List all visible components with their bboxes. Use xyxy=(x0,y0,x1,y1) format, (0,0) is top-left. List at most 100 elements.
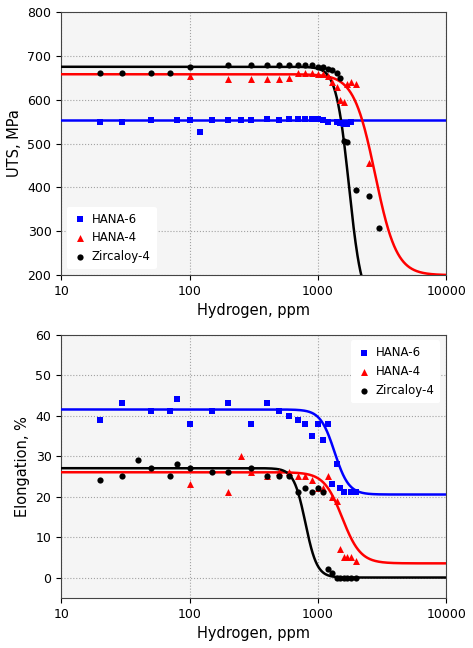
HANA-6 xyxy=(208,115,216,126)
HANA-6 xyxy=(319,115,327,126)
Zircaloy-4 xyxy=(353,185,360,195)
Y-axis label: Elongation, %: Elongation, % xyxy=(15,416,30,516)
HANA-4 xyxy=(314,69,322,80)
HANA-4 xyxy=(365,158,373,168)
HANA-4 xyxy=(263,73,271,84)
Zircaloy-4 xyxy=(186,62,193,72)
Zircaloy-4 xyxy=(343,137,351,148)
Zircaloy-4 xyxy=(166,471,174,481)
HANA-6 xyxy=(186,419,193,429)
HANA-4 xyxy=(343,79,351,89)
HANA-6 xyxy=(147,115,155,126)
HANA-4 xyxy=(275,467,283,478)
HANA-6 xyxy=(343,119,351,129)
Zircaloy-4 xyxy=(347,572,354,583)
HANA-6 xyxy=(263,399,271,409)
HANA-6 xyxy=(286,114,293,124)
HANA-6 xyxy=(302,113,309,124)
HANA-4 xyxy=(340,97,348,107)
Zircaloy-4 xyxy=(353,572,360,583)
Zircaloy-4 xyxy=(224,467,232,478)
HANA-4 xyxy=(224,73,232,84)
HANA-6 xyxy=(208,406,216,417)
HANA-4 xyxy=(263,471,271,481)
HANA-6 xyxy=(347,117,354,127)
Zircaloy-4 xyxy=(186,463,193,474)
HANA-6 xyxy=(119,117,126,127)
HANA-4 xyxy=(302,471,309,481)
Zircaloy-4 xyxy=(294,487,302,498)
HANA-4 xyxy=(333,82,341,92)
Legend: HANA-6, HANA-4, Zircaloy-4: HANA-6, HANA-4, Zircaloy-4 xyxy=(67,207,157,270)
HANA-6 xyxy=(247,115,254,126)
HANA-6 xyxy=(329,480,336,490)
HANA-6 xyxy=(324,117,332,127)
HANA-4 xyxy=(353,79,360,89)
HANA-6 xyxy=(186,115,193,126)
HANA-4 xyxy=(353,556,360,566)
HANA-6 xyxy=(324,419,332,429)
HANA-4 xyxy=(237,451,245,461)
Zircaloy-4 xyxy=(96,475,104,485)
Zircaloy-4 xyxy=(329,65,336,75)
HANA-4 xyxy=(337,544,344,555)
X-axis label: Hydrogen, ppm: Hydrogen, ppm xyxy=(197,303,310,318)
HANA-6 xyxy=(294,113,302,124)
Zircaloy-4 xyxy=(135,455,142,465)
Zircaloy-4 xyxy=(324,64,332,74)
HANA-6 xyxy=(302,419,309,429)
HANA-4 xyxy=(333,496,341,506)
HANA-6 xyxy=(263,113,271,124)
HANA-4 xyxy=(319,483,327,494)
HANA-4 xyxy=(324,471,332,481)
HANA-4 xyxy=(347,77,354,87)
HANA-6 xyxy=(96,415,104,425)
Zircaloy-4 xyxy=(333,68,341,78)
HANA-4 xyxy=(294,68,302,78)
HANA-6 xyxy=(333,459,341,469)
HANA-4 xyxy=(247,73,254,84)
HANA-4 xyxy=(324,71,332,81)
HANA-6 xyxy=(224,399,232,409)
HANA-6 xyxy=(319,435,327,445)
Zircaloy-4 xyxy=(340,136,348,146)
Zircaloy-4 xyxy=(302,60,309,70)
HANA-6 xyxy=(247,419,254,429)
HANA-6 xyxy=(173,115,181,126)
X-axis label: Hydrogen, ppm: Hydrogen, ppm xyxy=(197,626,310,641)
Zircaloy-4 xyxy=(147,68,155,78)
HANA-6 xyxy=(147,406,155,417)
HANA-4 xyxy=(347,552,354,562)
HANA-4 xyxy=(286,467,293,478)
Zircaloy-4 xyxy=(275,471,283,481)
Zircaloy-4 xyxy=(375,223,383,233)
HANA-4 xyxy=(224,487,232,498)
HANA-6 xyxy=(173,394,181,404)
HANA-6 xyxy=(119,399,126,409)
Zircaloy-4 xyxy=(308,487,316,498)
Zircaloy-4 xyxy=(319,487,327,498)
Zircaloy-4 xyxy=(314,483,322,494)
Zircaloy-4 xyxy=(208,467,216,478)
Zircaloy-4 xyxy=(333,572,341,583)
Zircaloy-4 xyxy=(308,60,316,71)
Zircaloy-4 xyxy=(302,483,309,494)
Zircaloy-4 xyxy=(319,62,327,72)
HANA-6 xyxy=(275,406,283,417)
Zircaloy-4 xyxy=(247,60,254,70)
HANA-4 xyxy=(294,471,302,481)
Zircaloy-4 xyxy=(294,60,302,70)
Zircaloy-4 xyxy=(340,572,348,583)
HANA-6 xyxy=(314,419,322,429)
HANA-6 xyxy=(340,119,348,129)
HANA-6 xyxy=(196,126,203,137)
Legend: HANA-6, HANA-4, Zircaloy-4: HANA-6, HANA-4, Zircaloy-4 xyxy=(350,340,440,403)
Zircaloy-4 xyxy=(96,68,104,78)
HANA-6 xyxy=(340,487,348,498)
Zircaloy-4 xyxy=(119,68,126,78)
Zircaloy-4 xyxy=(147,463,155,474)
HANA-4 xyxy=(186,71,193,81)
HANA-4 xyxy=(275,73,283,84)
HANA-6 xyxy=(166,406,174,417)
Zircaloy-4 xyxy=(247,463,254,474)
